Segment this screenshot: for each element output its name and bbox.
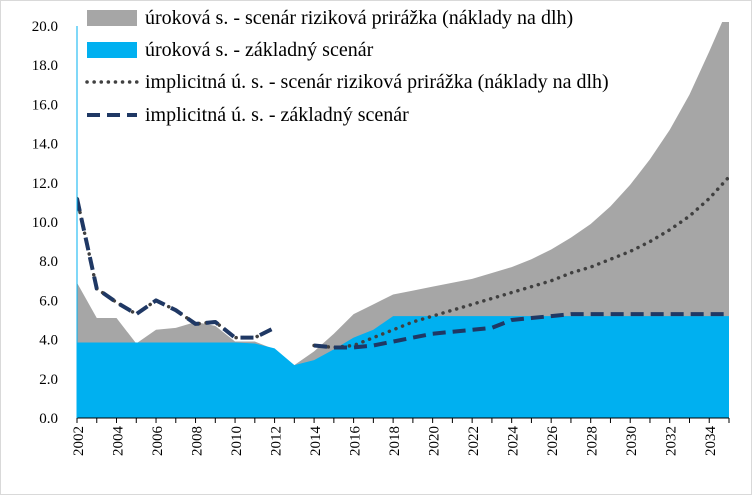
plot-area xyxy=(77,22,729,418)
x-tick-label: 2018 xyxy=(387,426,403,456)
y-tick-label: 16.0 xyxy=(32,97,58,113)
series-4-line xyxy=(77,198,729,350)
x-tick-label: 2002 xyxy=(71,426,87,456)
y-tick-label: 6.0 xyxy=(39,293,58,309)
y-tick-label: 0.0 xyxy=(39,411,58,427)
y-tick-label: 12.0 xyxy=(32,176,58,192)
x-tick-label: 2022 xyxy=(466,426,482,456)
series-1-legend-swatch xyxy=(87,10,137,26)
x-tick-label: 2026 xyxy=(545,426,561,457)
x-tick-label: 2028 xyxy=(585,426,601,456)
series-3-legend-label: implicitná ú. s. - scenár riziková prirá… xyxy=(145,71,609,93)
x-tick-label: 2024 xyxy=(506,426,522,457)
x-tick-label: 2004 xyxy=(111,426,127,457)
series-2-area xyxy=(77,316,729,418)
series-1-legend-label: úroková s. - scenár riziková prirážka (n… xyxy=(145,7,573,29)
x-tick-label: 2030 xyxy=(624,426,640,456)
x-tick-label: 2008 xyxy=(190,426,206,456)
x-tick-label: 2020 xyxy=(427,426,443,456)
axes: 0.0 2.0 4.0 6.0 8.0 10.0 12.0 14.0 16.0 18.0 20.0 2… xyxy=(32,19,730,457)
x-tick-label: 2032 xyxy=(664,426,680,456)
y-tick-label: 4.0 xyxy=(39,333,58,349)
series-4-legend-label: implicitná ú. s. - základný scenár xyxy=(145,104,409,126)
y-tick-label: 2.0 xyxy=(39,372,58,388)
x-tick-label: 2014 xyxy=(308,426,324,457)
y-tick-label: 8.0 xyxy=(39,254,58,270)
y-tick-label: 20.0 xyxy=(32,19,58,35)
x-tick-label: 2034 xyxy=(703,426,719,457)
y-tick-label: 18.0 xyxy=(32,58,58,74)
y-tick-label: 14.0 xyxy=(32,137,58,153)
x-tick-label: 2006 xyxy=(150,426,166,457)
y-tick-label: 10.0 xyxy=(32,215,58,231)
series-2-legend-swatch xyxy=(87,42,137,58)
x-tick-label: 2012 xyxy=(269,426,285,456)
x-tick-label: 2016 xyxy=(348,426,364,457)
legend: úroková s. - scenár riziková prirážka (n… xyxy=(85,7,609,126)
series-2-legend-label: úroková s. - základný scenár xyxy=(145,39,374,61)
x-tick-label: 2010 xyxy=(229,426,245,456)
